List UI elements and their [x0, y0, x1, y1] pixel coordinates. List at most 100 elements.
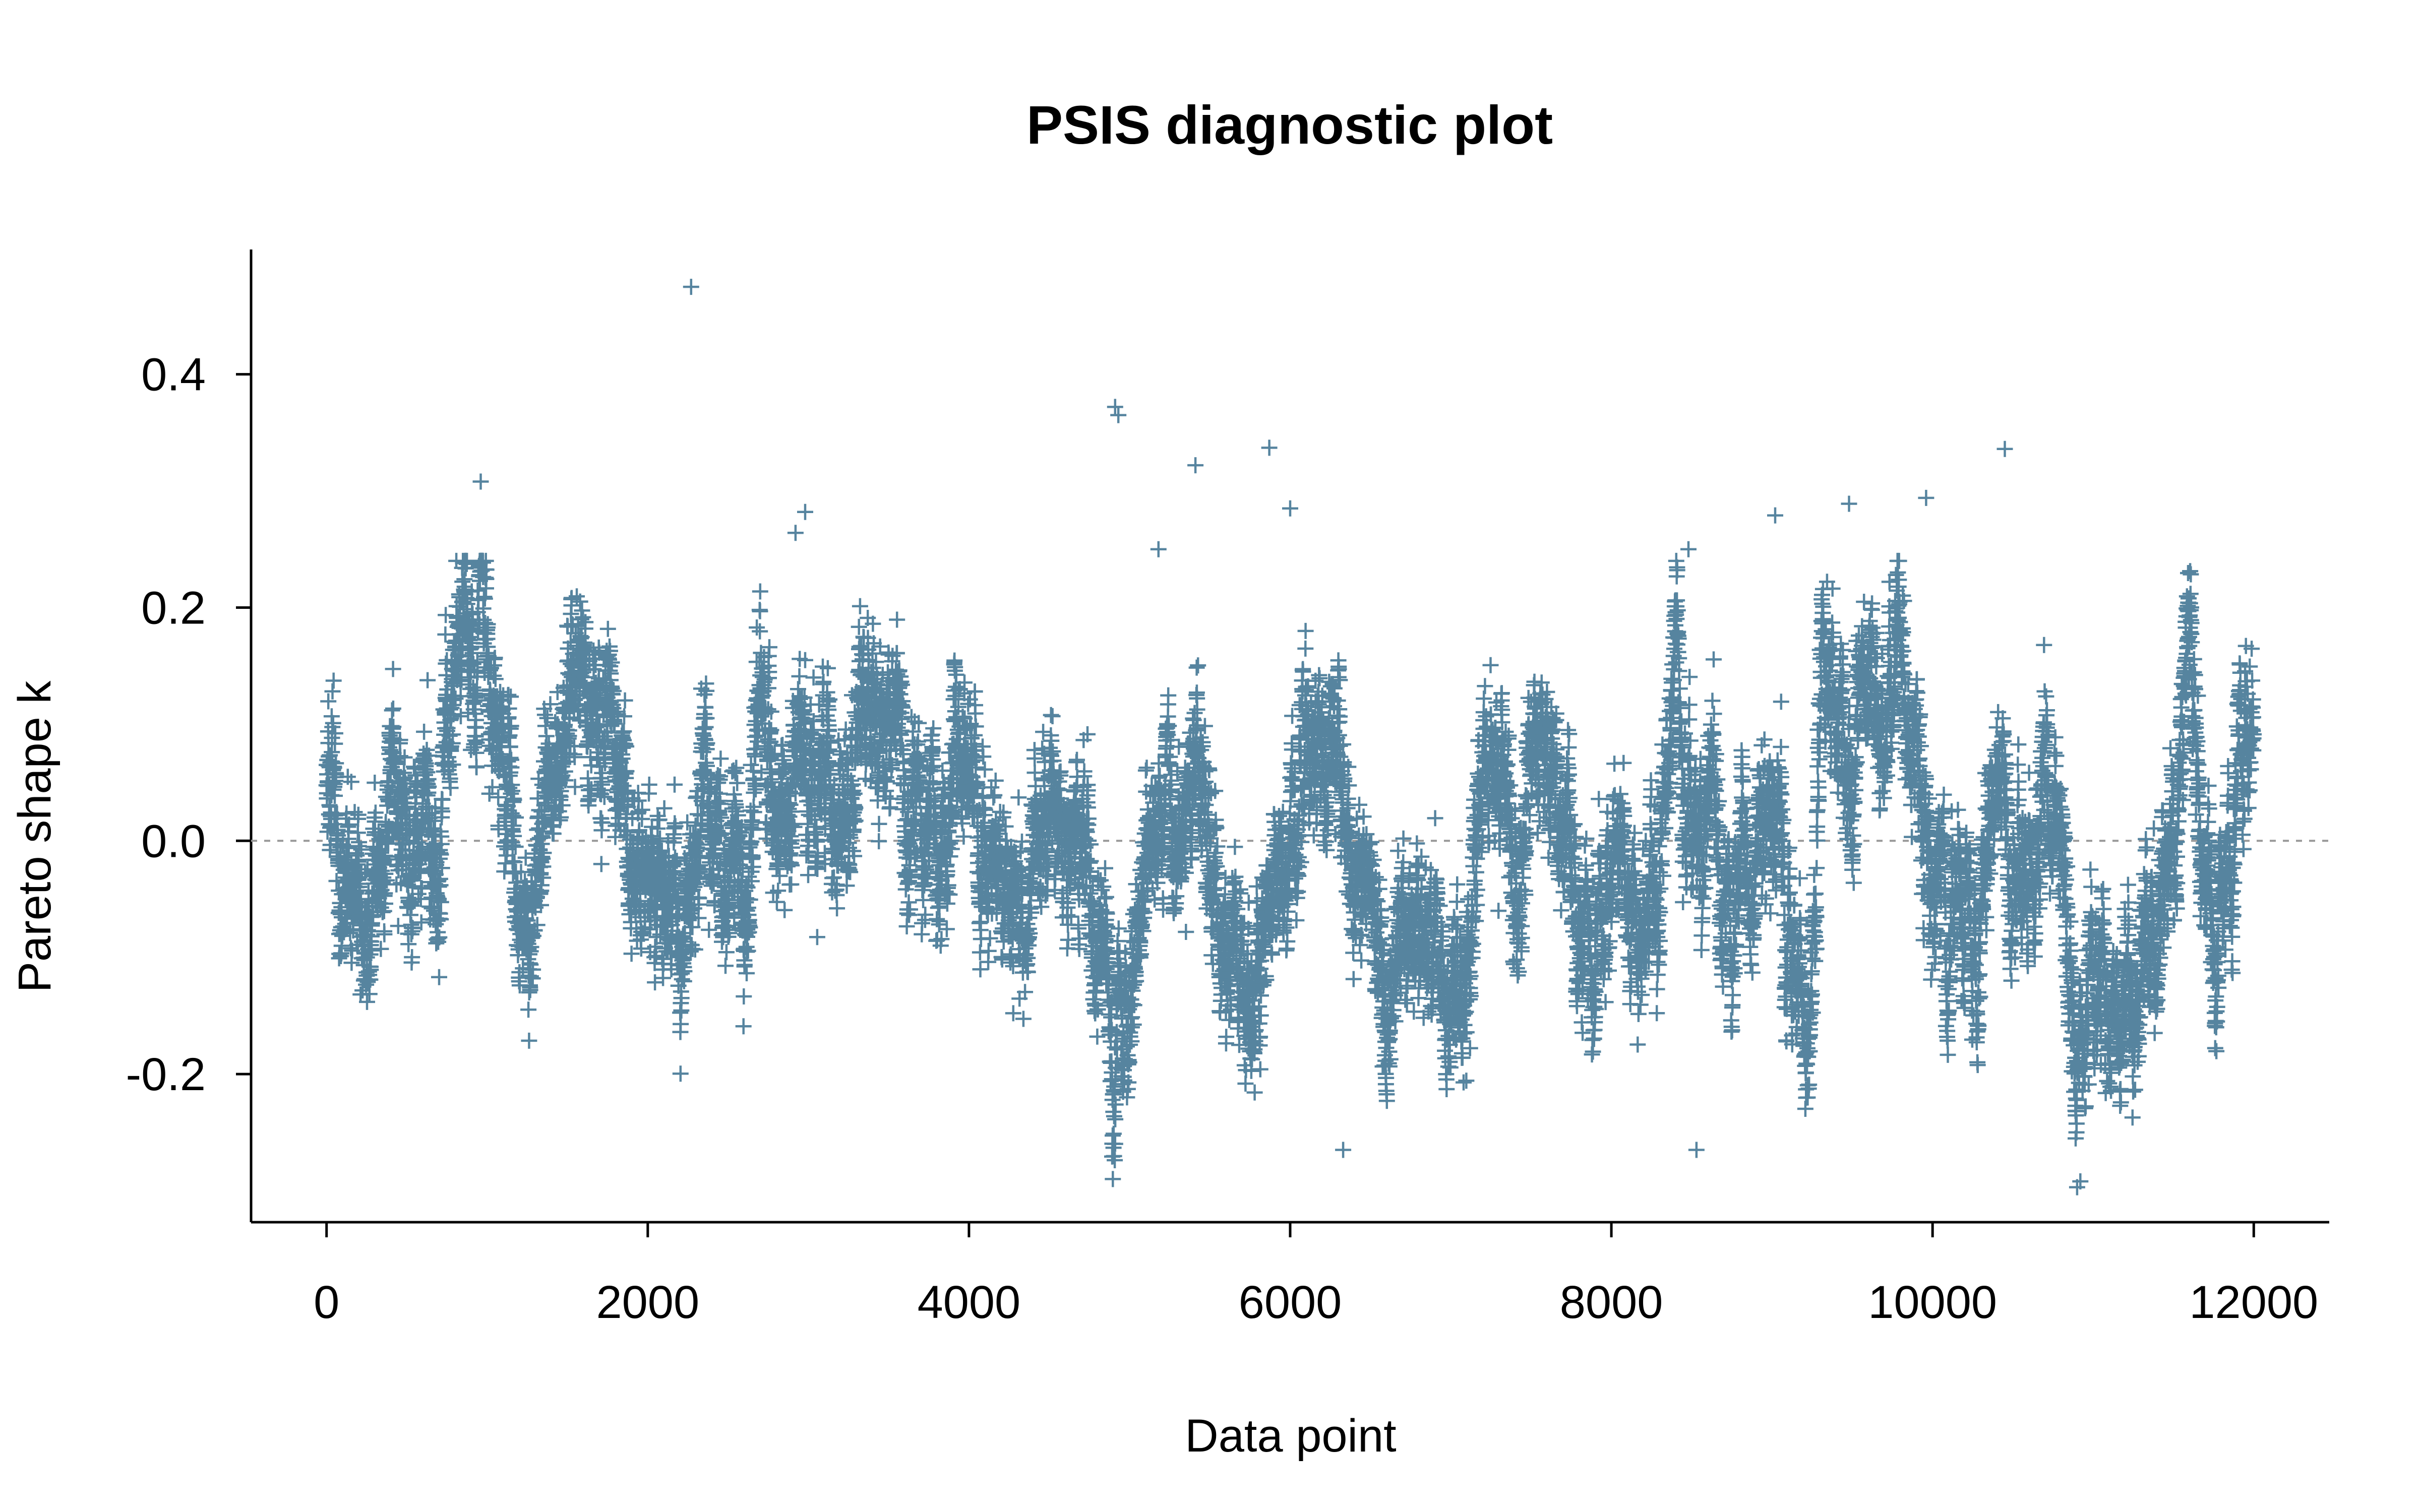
data-point [508, 809, 524, 826]
data-point [367, 804, 384, 821]
data-point [1063, 908, 1079, 925]
data-point [641, 776, 657, 793]
data-point [434, 791, 451, 808]
x-tick-label: 10000 [1868, 1277, 1997, 1328]
data-point [1097, 860, 1113, 876]
data-point [517, 849, 534, 866]
data-point [815, 673, 832, 690]
data-point [749, 619, 765, 636]
data-point [667, 818, 684, 835]
data-point [712, 750, 729, 767]
data-point [1044, 708, 1061, 724]
data-point [634, 801, 650, 818]
data-point [364, 942, 380, 959]
data-point [735, 1018, 752, 1035]
data-point [362, 962, 379, 978]
data-point [977, 761, 993, 778]
data-point [852, 598, 868, 614]
data-point [853, 638, 869, 654]
data-point [416, 723, 433, 740]
data-point [829, 900, 845, 917]
data-point [373, 940, 389, 957]
data-point [871, 815, 887, 832]
data-point [328, 766, 344, 783]
data-point [538, 728, 555, 744]
data-point [329, 806, 345, 823]
data-point [357, 865, 374, 881]
data-point [718, 944, 735, 961]
data-point [871, 833, 887, 850]
data-point [453, 708, 469, 725]
data-point [325, 672, 342, 689]
data-point [776, 902, 793, 918]
y-axis-ticks: -0.20.00.20.4 [126, 349, 251, 1100]
x-tick-label: 4000 [918, 1277, 1021, 1328]
data-point [341, 816, 357, 833]
chart-title: PSIS diagnostic plot [1026, 94, 1553, 155]
data-point [593, 856, 610, 872]
data-point [1069, 751, 1085, 768]
data-point [365, 908, 382, 925]
data-point [350, 852, 367, 868]
data-point [752, 583, 768, 600]
data-point [400, 936, 417, 953]
data-point [736, 988, 752, 1004]
data-point [698, 710, 715, 726]
data-point [342, 925, 358, 941]
data-point [889, 611, 905, 628]
data-point [647, 974, 663, 991]
x-axis-ticks: 0 2000 4000 6000 8000 10000 12000 [314, 1222, 2318, 1328]
data-point [599, 620, 616, 637]
data-point [385, 661, 401, 677]
data-point [1035, 724, 1052, 740]
data-point [791, 668, 808, 684]
data-point [1107, 1152, 1123, 1168]
data-point [667, 776, 683, 793]
data-point [809, 929, 825, 946]
data-point [1107, 1136, 1123, 1152]
data-point [740, 942, 756, 959]
data-point [739, 965, 755, 981]
data-point [338, 805, 355, 822]
data-point [330, 827, 346, 844]
data-point [351, 834, 368, 850]
data-point [752, 623, 768, 640]
data-point [350, 806, 367, 823]
data-point [431, 969, 447, 985]
data-point [521, 1032, 537, 1049]
data-point [914, 915, 930, 931]
y-tick-label: -0.2 [126, 1049, 206, 1100]
data-point [375, 869, 392, 886]
data-point [1110, 920, 1127, 937]
data-point [399, 798, 415, 815]
data-point [385, 701, 401, 717]
data-point [396, 749, 413, 766]
data-point [353, 841, 370, 858]
data-point [376, 926, 393, 942]
data-point [752, 603, 768, 619]
data-point [392, 732, 408, 748]
data-point [695, 744, 711, 761]
data-point [955, 828, 972, 845]
data-point [986, 787, 1003, 803]
y-tick-label: 0.2 [141, 582, 206, 634]
data-point [1105, 1125, 1122, 1142]
data-point [325, 715, 341, 731]
data-point [320, 693, 337, 710]
y-tick-label: 0.0 [141, 815, 206, 867]
data-point [359, 974, 376, 990]
data-point [972, 961, 989, 978]
data-point [377, 865, 394, 882]
x-tick-label: 12000 [2189, 1277, 2318, 1328]
data-point [768, 894, 785, 910]
data-point [771, 867, 788, 884]
data-point [346, 804, 363, 821]
data-point [948, 666, 964, 683]
data-point [1105, 1171, 1121, 1187]
data-point [343, 774, 359, 790]
data-point [419, 672, 436, 688]
data-points [318, 279, 2262, 1195]
data-point [672, 1065, 689, 1082]
data-point [1094, 882, 1110, 899]
